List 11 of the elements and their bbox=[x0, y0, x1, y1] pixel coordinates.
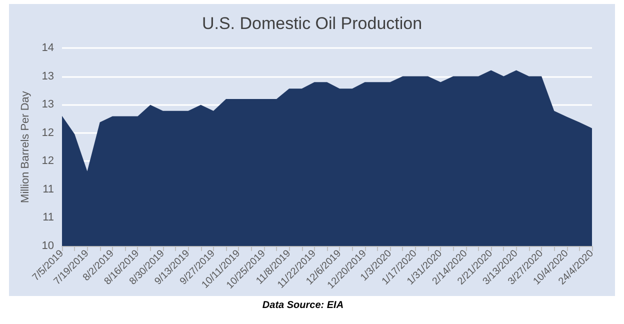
y-tick-label: 13 bbox=[42, 98, 54, 111]
y-tick-label: 12 bbox=[42, 155, 54, 168]
y-tick-label: 11 bbox=[42, 212, 54, 224]
y-tick-label: 13 bbox=[42, 70, 54, 82]
y-tick-label: 12 bbox=[42, 126, 54, 139]
y-axis-title: Million Barrels Per Day bbox=[19, 90, 32, 203]
y-tick-label: 11 bbox=[42, 183, 54, 196]
chart-title: U.S. Domestic Oil Production bbox=[202, 14, 422, 33]
y-tick-label: 10 bbox=[42, 240, 54, 252]
source-note: Data Source: EIA bbox=[261, 300, 345, 311]
y-tick-label: 14 bbox=[42, 42, 54, 54]
